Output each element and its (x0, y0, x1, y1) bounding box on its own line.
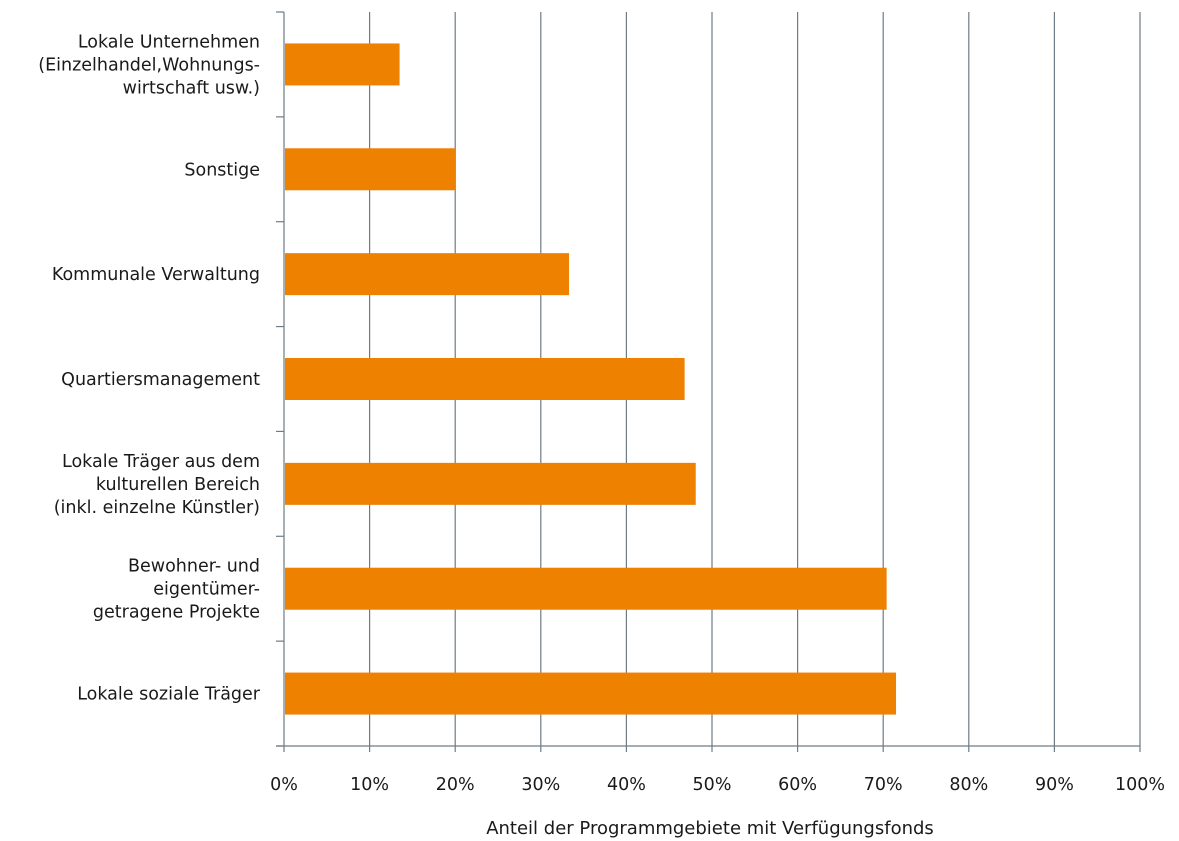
x-tick-label: 0% (270, 775, 298, 795)
x-tick-label: 50% (693, 775, 732, 795)
category-label: Lokale soziale Träger (77, 685, 261, 705)
category-label: Lokale Unternehmen (Einzelhandel,Wohnungs… (38, 32, 260, 98)
category-label: Kommunale Verwaltung (52, 265, 260, 285)
bar (285, 148, 456, 191)
x-tick-label: 100% (1115, 775, 1165, 795)
category-label: Quartiersmanagement (61, 370, 260, 390)
bar-series (285, 43, 897, 715)
x-tick-label: 30% (521, 775, 560, 795)
x-tick-label: 20% (436, 775, 475, 795)
category-label: Sonstige (184, 160, 260, 180)
bar (285, 253, 570, 296)
category-label: Lokale Träger aus dem kulturellen Bereich… (54, 452, 260, 518)
bar (285, 43, 400, 86)
x-tick-label: 40% (607, 775, 646, 795)
category-label: Bewohner- und eigentümer-getragene Projek… (93, 557, 260, 623)
bar (285, 462, 696, 505)
x-tick-label: 90% (1035, 775, 1074, 795)
x-tick-label: 60% (778, 775, 817, 795)
x-tick-label: 10% (350, 775, 389, 795)
x-tick-label: 70% (864, 775, 903, 795)
x-axis-title: Anteil der Programmgebiete mit Verfügung… (486, 818, 934, 839)
bar (285, 672, 897, 715)
y-axis (276, 11, 1140, 747)
bar (285, 358, 685, 400)
x-tick-label: 80% (949, 775, 988, 795)
bar (285, 567, 887, 610)
x-tick-labels: 0% 10% 20% 30% 40% 50% 60% 70% 80% 90% 100% (270, 775, 1165, 795)
category-labels: Lokale Unternehmen (Einzelhandel,Wohnungs… (38, 32, 261, 704)
